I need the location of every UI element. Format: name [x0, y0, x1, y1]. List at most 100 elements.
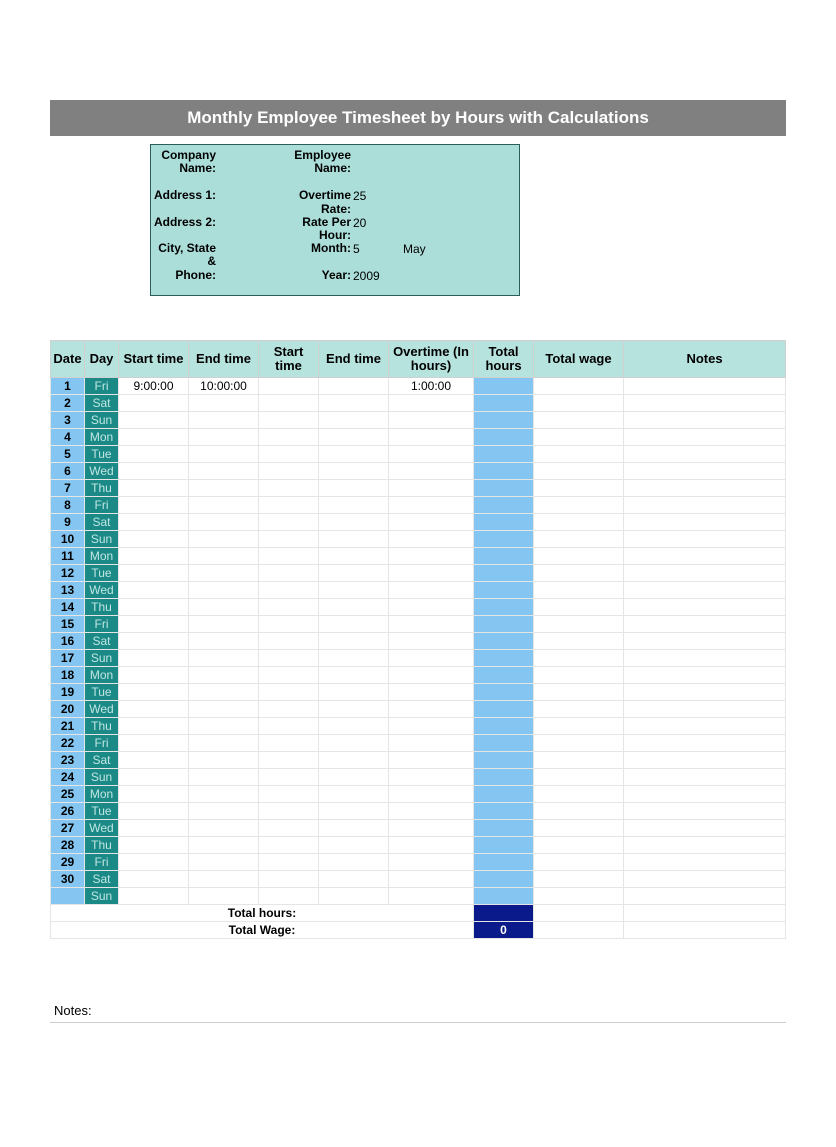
start2-cell[interactable]: [259, 820, 319, 837]
start1-cell[interactable]: [119, 582, 189, 599]
end1-cell[interactable]: [189, 446, 259, 463]
notes-cell[interactable]: [624, 684, 786, 701]
end2-cell[interactable]: [319, 582, 389, 599]
start1-cell[interactable]: [119, 633, 189, 650]
ot-cell[interactable]: [389, 582, 474, 599]
end1-cell[interactable]: [189, 803, 259, 820]
start1-cell[interactable]: [119, 429, 189, 446]
ot-cell[interactable]: [389, 820, 474, 837]
start2-cell[interactable]: [259, 514, 319, 531]
end2-cell[interactable]: [319, 497, 389, 514]
end2-cell[interactable]: [319, 429, 389, 446]
ot-cell[interactable]: [389, 684, 474, 701]
notes-cell[interactable]: [624, 667, 786, 684]
notes-cell[interactable]: [624, 803, 786, 820]
ot-cell[interactable]: [389, 650, 474, 667]
notes-cell[interactable]: [624, 497, 786, 514]
end1-cell[interactable]: [189, 752, 259, 769]
end1-cell[interactable]: [189, 667, 259, 684]
end1-cell[interactable]: [189, 820, 259, 837]
ot-cell[interactable]: [389, 888, 474, 905]
end1-cell[interactable]: [189, 531, 259, 548]
start2-cell[interactable]: [259, 429, 319, 446]
notes-cell[interactable]: [624, 463, 786, 480]
end2-cell[interactable]: [319, 854, 389, 871]
ot-cell[interactable]: [389, 871, 474, 888]
end2-cell[interactable]: [319, 803, 389, 820]
start1-cell[interactable]: [119, 718, 189, 735]
start1-cell[interactable]: [119, 548, 189, 565]
start1-cell[interactable]: [119, 497, 189, 514]
end2-cell[interactable]: [319, 548, 389, 565]
start2-cell[interactable]: [259, 480, 319, 497]
start2-cell[interactable]: [259, 871, 319, 888]
end2-cell[interactable]: [319, 395, 389, 412]
end1-cell[interactable]: [189, 786, 259, 803]
end2-cell[interactable]: [319, 463, 389, 480]
start1-cell[interactable]: [119, 412, 189, 429]
notes-cell[interactable]: [624, 514, 786, 531]
ot-cell[interactable]: [389, 803, 474, 820]
end2-cell[interactable]: [319, 446, 389, 463]
notes-cell[interactable]: [624, 837, 786, 854]
ot-cell[interactable]: [389, 565, 474, 582]
ot-cell[interactable]: [389, 599, 474, 616]
start2-cell[interactable]: [259, 395, 319, 412]
end2-cell[interactable]: [319, 769, 389, 786]
end2-cell[interactable]: [319, 667, 389, 684]
start1-cell[interactable]: [119, 854, 189, 871]
end2-cell[interactable]: [319, 684, 389, 701]
end1-cell[interactable]: [189, 769, 259, 786]
notes-section[interactable]: Notes:: [50, 999, 786, 1023]
month-num-value[interactable]: 5: [353, 242, 403, 256]
notes-cell[interactable]: [624, 769, 786, 786]
end2-cell[interactable]: [319, 650, 389, 667]
end2-cell[interactable]: [319, 514, 389, 531]
ot-cell[interactable]: [389, 412, 474, 429]
end1-cell[interactable]: [189, 497, 259, 514]
notes-cell[interactable]: [624, 480, 786, 497]
ot-cell[interactable]: [389, 667, 474, 684]
end2-cell[interactable]: [319, 531, 389, 548]
notes-cell[interactable]: [624, 786, 786, 803]
start2-cell[interactable]: [259, 378, 319, 395]
start1-cell[interactable]: [119, 565, 189, 582]
start1-cell[interactable]: [119, 871, 189, 888]
end1-cell[interactable]: [189, 837, 259, 854]
end1-cell[interactable]: [189, 582, 259, 599]
ot-cell[interactable]: [389, 429, 474, 446]
end1-cell[interactable]: [189, 735, 259, 752]
end1-cell[interactable]: [189, 701, 259, 718]
start1-cell[interactable]: [119, 769, 189, 786]
notes-cell[interactable]: [624, 888, 786, 905]
notes-cell[interactable]: [624, 565, 786, 582]
end1-cell[interactable]: [189, 616, 259, 633]
start1-cell[interactable]: [119, 650, 189, 667]
start2-cell[interactable]: [259, 650, 319, 667]
notes-cell[interactable]: [624, 752, 786, 769]
notes-cell[interactable]: [624, 735, 786, 752]
start1-cell[interactable]: [119, 599, 189, 616]
start1-cell[interactable]: [119, 701, 189, 718]
start1-cell[interactable]: [119, 514, 189, 531]
end2-cell[interactable]: [319, 735, 389, 752]
end2-cell[interactable]: [319, 599, 389, 616]
start1-cell[interactable]: [119, 395, 189, 412]
start2-cell[interactable]: [259, 803, 319, 820]
ot-cell[interactable]: [389, 837, 474, 854]
end1-cell[interactable]: [189, 684, 259, 701]
ot-cell[interactable]: [389, 769, 474, 786]
end2-cell[interactable]: [319, 837, 389, 854]
start2-cell[interactable]: [259, 769, 319, 786]
start1-cell[interactable]: [119, 786, 189, 803]
ot-cell[interactable]: [389, 531, 474, 548]
ot-cell[interactable]: [389, 718, 474, 735]
start2-cell[interactable]: [259, 497, 319, 514]
end2-cell[interactable]: [319, 480, 389, 497]
ot-cell[interactable]: [389, 548, 474, 565]
start1-cell[interactable]: [119, 684, 189, 701]
start1-cell[interactable]: [119, 531, 189, 548]
start1-cell[interactable]: [119, 820, 189, 837]
notes-cell[interactable]: [624, 531, 786, 548]
notes-cell[interactable]: [624, 582, 786, 599]
